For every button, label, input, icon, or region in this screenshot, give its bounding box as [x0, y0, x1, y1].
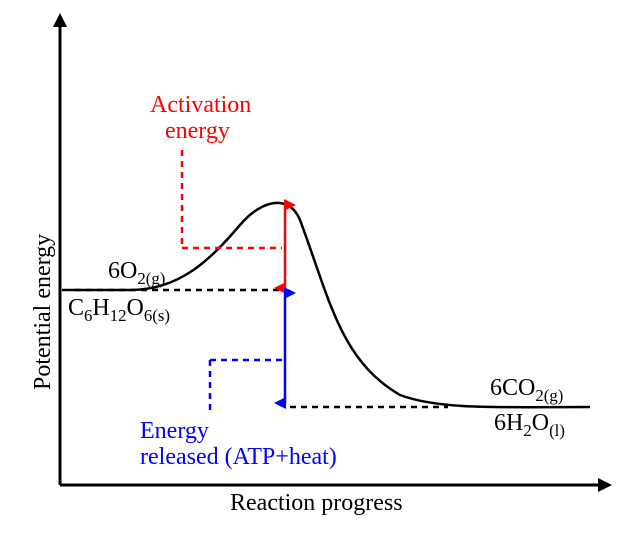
- x-axis-label: Reaction progress: [230, 490, 403, 516]
- product-bottom-label: 6H2O(l): [494, 410, 565, 440]
- diagram-container: Potential energy Reaction progress 6O2(g…: [0, 0, 633, 535]
- released-text-1: Energy: [140, 418, 209, 444]
- reactant-bottom-label: C6H12O6(s): [68, 295, 170, 325]
- released-text-2: released (ATP+heat): [140, 444, 337, 470]
- reactant-top-label: 6O2(g): [108, 258, 165, 288]
- y-axis-label: Potential energy: [30, 234, 56, 390]
- activation-text-2: energy: [165, 118, 230, 144]
- product-top-label: 6CO2(g): [490, 375, 563, 405]
- activation-text-1: Activation: [150, 92, 251, 118]
